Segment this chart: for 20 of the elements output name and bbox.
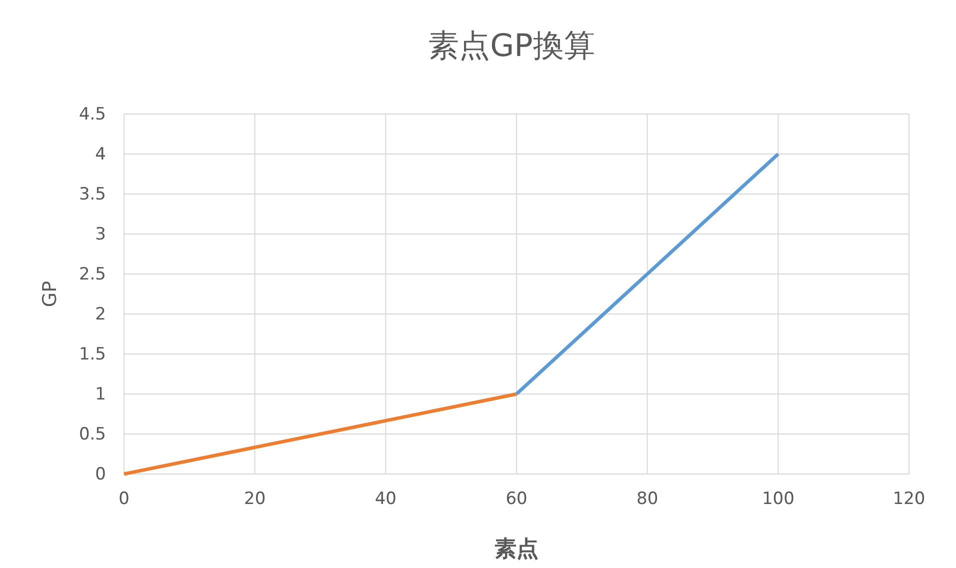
x-tick-label: 120 bbox=[892, 489, 926, 510]
y-tick-label: 0.5 bbox=[78, 424, 106, 444]
x-tick-label: 40 bbox=[374, 489, 396, 510]
y-tick-label: 3.5 bbox=[78, 184, 106, 204]
x-tick-label: 20 bbox=[244, 489, 266, 510]
y-tick-label: 4 bbox=[95, 144, 106, 164]
chart-title: 素点GP換算 bbox=[428, 28, 595, 64]
x-tick-label: 0 bbox=[118, 489, 130, 510]
y-axis-title: GP bbox=[39, 280, 61, 308]
y-tick-label: 0 bbox=[95, 464, 106, 484]
y-tick-label: 2.5 bbox=[78, 264, 106, 284]
y-tick-label: 3 bbox=[95, 224, 106, 244]
x-tick-label: 60 bbox=[506, 489, 528, 510]
y-tick-label: 1.5 bbox=[78, 344, 106, 364]
x-tick-label: 80 bbox=[636, 489, 658, 510]
y-tick-label: 2 bbox=[95, 304, 106, 324]
y-tick-label: 1 bbox=[95, 384, 106, 404]
x-axis-title: 素点 bbox=[494, 537, 538, 562]
y-tick-label: 4.5 bbox=[78, 104, 106, 124]
x-tick-label: 100 bbox=[762, 489, 794, 510]
